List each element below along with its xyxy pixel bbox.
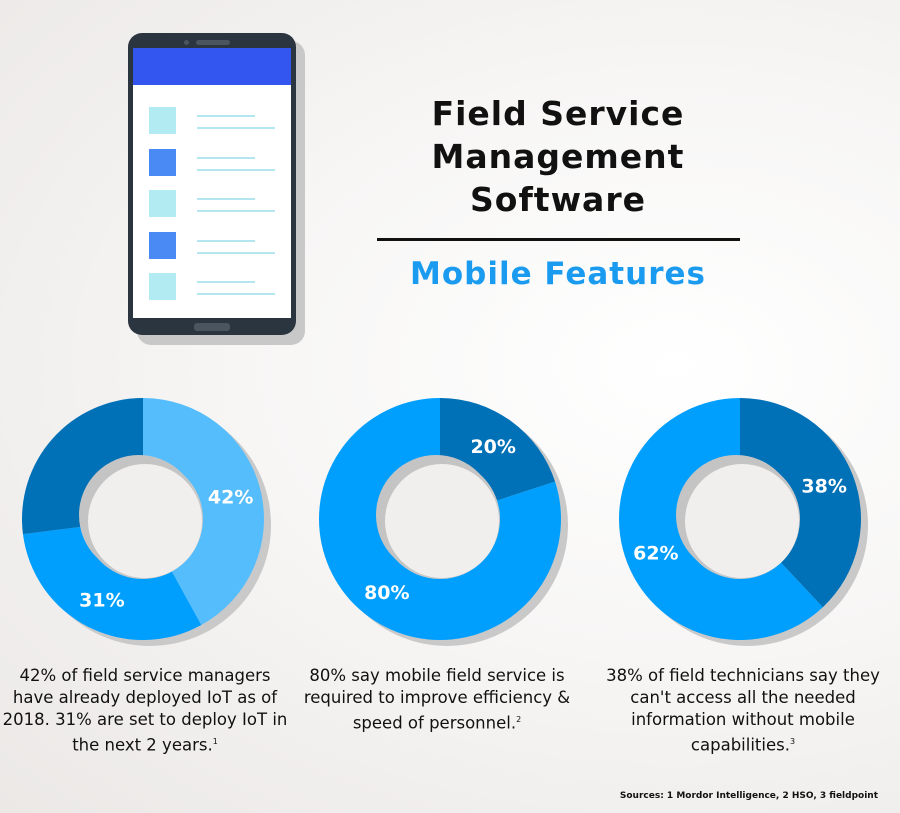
phone-list-row (149, 190, 279, 217)
footnote-mark: 2 (516, 715, 522, 724)
donut-slice (618, 398, 823, 640)
slice-label: 62% (633, 542, 678, 564)
donut-chart-3: 38% 62% (618, 398, 868, 646)
slice-label: 31% (79, 590, 124, 612)
phone-screen (133, 48, 291, 318)
phone-list-row (149, 273, 279, 300)
phone-screen-header (133, 48, 291, 85)
donut-chart-2: 20% 80% (319, 398, 568, 646)
caption-3: 38% of field technicians say they can't … (598, 665, 888, 757)
slice-label: 20% (470, 436, 515, 458)
donut-charts: 42% 31% 20% 80% 38% 62% (22, 398, 868, 646)
donut-slice (143, 398, 264, 626)
phone-list-row (149, 148, 279, 176)
caption-2: 80% say mobile field service is required… (292, 665, 582, 735)
smartphone-list-icon (128, 33, 296, 335)
caption-text: 80% say mobile field service is required… (303, 666, 571, 733)
title-line: Field Service (431, 94, 685, 133)
donut-hole (685, 464, 799, 578)
caption-text: 42% of field service managers have alrea… (2, 666, 288, 755)
phone-list-row (149, 107, 279, 134)
donut-slice (22, 398, 144, 535)
page-title: Field Service Management Software (378, 92, 738, 221)
divider (377, 238, 740, 241)
footnote-mark: 1 (212, 737, 218, 746)
caption-text: 38% of field technicians say they can't … (606, 666, 880, 755)
phone-list-row (149, 231, 279, 259)
title-line: Management (431, 137, 685, 176)
subtitle: Mobile Features (410, 256, 706, 292)
donut-slice (22, 526, 202, 640)
donut-slice (740, 398, 861, 608)
sources: Sources: 1 Mordor Intelligence, 2 HSO, 3… (619, 791, 878, 801)
donut-slice (440, 398, 556, 501)
camera-dot (184, 40, 189, 45)
slice-label: 80% (364, 582, 409, 604)
caption-1: 42% of field service managers have alrea… (0, 665, 290, 757)
home-button (194, 323, 230, 331)
donut-hole (88, 464, 202, 578)
donut-hole (385, 464, 499, 578)
speaker (196, 40, 230, 45)
donut-chart-1: 42% 31% (22, 398, 271, 646)
donut-slice (319, 398, 561, 640)
slice-label: 42% (208, 486, 253, 508)
footnote-mark: 3 (789, 737, 796, 746)
slice-label: 38% (801, 476, 846, 498)
title-line: Software (470, 180, 646, 219)
